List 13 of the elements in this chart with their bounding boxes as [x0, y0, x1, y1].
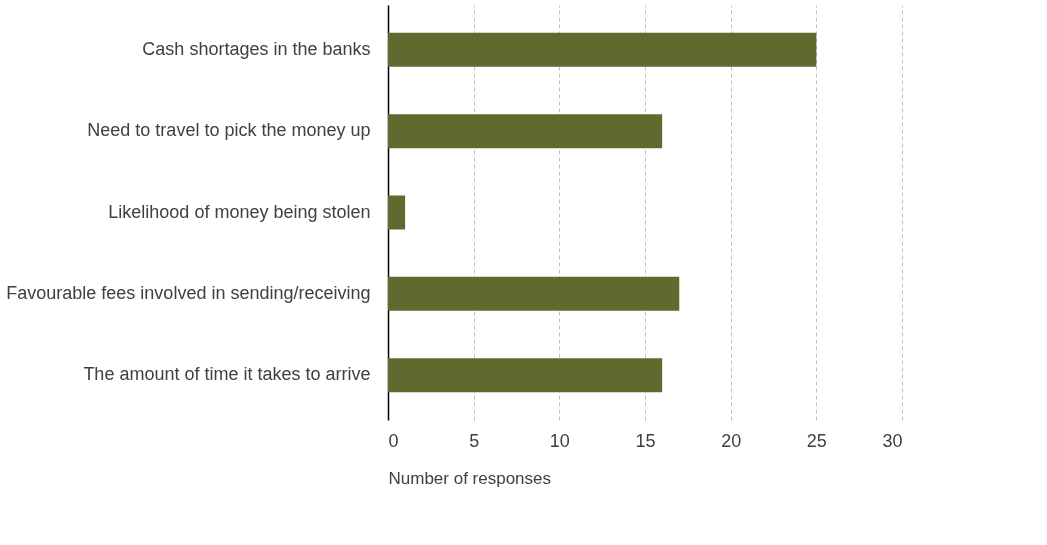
y-tick-label: Favourable fees involved in sending/receiving	[6, 282, 371, 303]
x-axis-title: Number of responses	[388, 468, 552, 488]
y-tick-label: Need to travel to pick the money up	[87, 120, 371, 141]
x-tick-label: 15	[635, 430, 656, 451]
x-tick-label: 30	[882, 430, 903, 451]
x-tick-label: 5	[469, 430, 480, 451]
x-tick-label: 10	[549, 430, 570, 451]
x-tick-label: 20	[721, 430, 742, 451]
y-tick-label: Cash shortages in the banks	[142, 38, 371, 59]
y-tick-label: The amount of time it takes to arrive	[83, 364, 371, 385]
x-tick-label: 0	[388, 430, 399, 451]
x-tick-label: 25	[806, 430, 827, 451]
y-tick-label: Likelihood of money being stolen	[108, 201, 371, 222]
